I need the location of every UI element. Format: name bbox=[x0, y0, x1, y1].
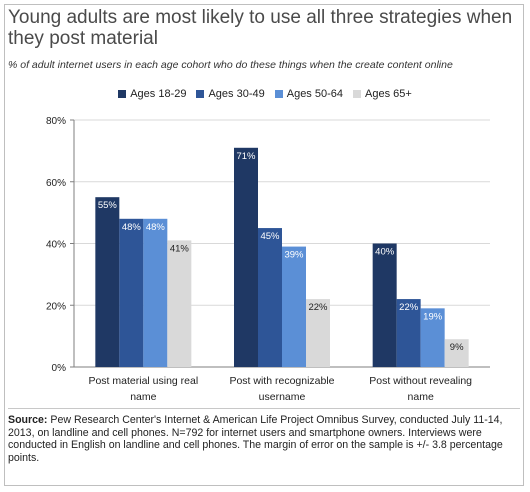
bar bbox=[282, 246, 306, 367]
chart-legend: Ages 18-29 Ages 30-49 Ages 50-64 Ages 65+ bbox=[0, 88, 530, 100]
data-label: 40% bbox=[375, 247, 395, 258]
legend-item-1: Ages 30-49 bbox=[196, 88, 265, 100]
bar bbox=[372, 243, 397, 367]
x-tick-label: Post with recognizable username bbox=[229, 375, 334, 403]
legend-item-3: Ages 65+ bbox=[353, 88, 412, 100]
bar bbox=[119, 218, 144, 367]
bar bbox=[95, 197, 120, 367]
data-label: 22% bbox=[308, 302, 328, 313]
data-label: 45% bbox=[260, 231, 280, 242]
data-label: 48% bbox=[146, 222, 166, 233]
legend-label: Ages 50-64 bbox=[286, 88, 343, 100]
legend-swatch bbox=[196, 90, 205, 98]
legend-label: Ages 18-29 bbox=[130, 88, 187, 100]
x-tick-label: Post material using real name bbox=[88, 375, 198, 403]
y-tick-label: 80% bbox=[46, 116, 66, 127]
legend-swatch bbox=[118, 90, 127, 98]
data-label: 41% bbox=[170, 243, 190, 254]
chart-subtitle: % of adult internet users in each age co… bbox=[8, 59, 453, 71]
y-tick-label: 60% bbox=[46, 178, 66, 189]
data-label: 22% bbox=[399, 302, 419, 313]
bar bbox=[143, 218, 168, 367]
bar bbox=[258, 228, 282, 367]
legend-label: Ages 30-49 bbox=[208, 88, 265, 100]
bar bbox=[396, 299, 421, 367]
chart-title: Young adults are most likely to use all … bbox=[8, 7, 513, 49]
data-label: 39% bbox=[284, 250, 304, 261]
bar bbox=[306, 299, 330, 367]
data-label: 55% bbox=[98, 200, 118, 211]
y-tick-label: 0% bbox=[52, 363, 67, 374]
legend-swatch bbox=[353, 90, 361, 98]
legend-swatch bbox=[274, 90, 283, 98]
y-tick-label: 40% bbox=[46, 240, 66, 251]
bar bbox=[167, 240, 192, 367]
data-label: 71% bbox=[236, 151, 256, 162]
chart-frame bbox=[4, 4, 524, 486]
bar bbox=[444, 339, 469, 367]
bar bbox=[420, 308, 445, 367]
source-note: Source: Pew Research Center's Internet &… bbox=[8, 414, 520, 464]
legend-item-0: Ages 18-29 bbox=[118, 88, 186, 100]
x-tick-label: Post without revealing name bbox=[369, 375, 472, 403]
data-label: 19% bbox=[423, 311, 443, 322]
data-label: 48% bbox=[122, 222, 142, 233]
bar bbox=[234, 147, 258, 367]
footer-divider bbox=[8, 408, 520, 409]
y-tick-label: 20% bbox=[46, 301, 66, 312]
source-text: Pew Research Center's Internet & America… bbox=[8, 414, 503, 464]
legend-item-2: Ages 50-64 bbox=[274, 88, 343, 100]
data-label: 9% bbox=[450, 342, 464, 353]
legend-label: Ages 65+ bbox=[365, 88, 412, 100]
source-label: Source: bbox=[8, 414, 48, 426]
